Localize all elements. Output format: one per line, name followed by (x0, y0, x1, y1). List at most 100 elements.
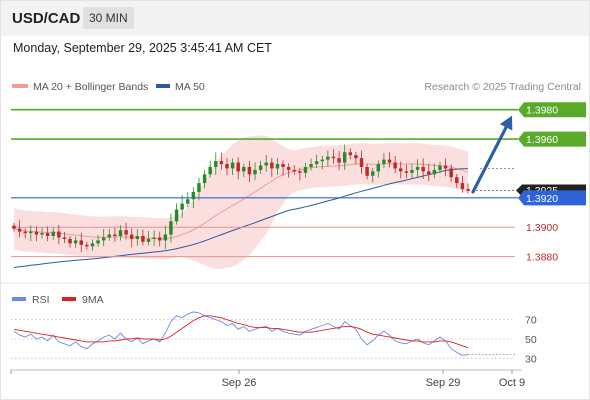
candle-body (286, 166, 291, 170)
candle (286, 163, 291, 178)
candle-body (51, 231, 55, 236)
candle (90, 239, 95, 251)
candle-body (163, 234, 168, 241)
candle (443, 158, 448, 177)
candle-body (275, 164, 280, 169)
candle (376, 160, 381, 178)
candle-body (348, 152, 353, 156)
candle (17, 220, 22, 238)
candle-body (113, 234, 117, 236)
candle (415, 159, 420, 178)
candle (118, 225, 123, 241)
candle (309, 158, 313, 171)
candle-body (449, 168, 453, 178)
candle-body (141, 236, 145, 242)
candle (197, 177, 201, 201)
candle (292, 165, 296, 175)
candle (393, 156, 397, 174)
candle-body (309, 164, 313, 167)
rsi-tick-70: 70 (525, 315, 537, 327)
level-tag-text: 1.3920 (526, 193, 558, 205)
candle (331, 149, 336, 164)
source-credit: Research © 2025 Trading Central (424, 81, 581, 93)
candle-body (73, 240, 78, 244)
candle (242, 163, 246, 178)
legend-swatch-ma50 (156, 84, 170, 88)
candle (23, 228, 27, 239)
candle-body (455, 177, 459, 184)
candle-body (152, 237, 156, 239)
candle-body (17, 228, 22, 232)
level-tag-1.3960: 1.3960 (518, 131, 586, 147)
candle (51, 227, 55, 240)
candle (62, 231, 67, 244)
legend-swatch-rsi (12, 297, 26, 301)
time-axis: Sep 26 Sep 29 Oct 9 (10, 370, 525, 389)
ma20-line (13, 163, 469, 240)
candle (303, 162, 308, 178)
candle-body (264, 162, 268, 166)
forecast-arrow-head (499, 115, 513, 131)
candle (314, 154, 319, 168)
candle (169, 213, 173, 243)
candle (96, 234, 100, 247)
rsi-9ma-line (13, 315, 469, 349)
candle (230, 158, 235, 176)
candle (460, 175, 465, 193)
time-tick-label: Sep 29 (426, 377, 461, 389)
candle (45, 226, 50, 242)
candle (202, 170, 207, 189)
candle-body (421, 166, 425, 172)
candle-body (118, 230, 123, 236)
price-levels (11, 108, 518, 258)
candle (247, 160, 252, 183)
rsi-tick-30: 30 (525, 353, 537, 365)
candle (214, 152, 218, 176)
candle-body (292, 169, 296, 172)
rsi-legend: RSI 9MA (12, 294, 104, 306)
bollinger-bands (14, 135, 468, 270)
candle (399, 161, 403, 179)
candle-body (314, 161, 319, 165)
candle (12, 222, 16, 232)
forecast-arrow-shaft (471, 120, 511, 194)
candle-body (331, 156, 336, 159)
candle-body (29, 231, 33, 234)
candle (432, 163, 437, 179)
legend-label-9ma: 9MA (82, 294, 104, 306)
candle-body (45, 233, 50, 236)
candle-body (399, 168, 403, 172)
legend-label-ma50: MA 50 (175, 81, 205, 93)
level-tag-1.3980: 1.3980 (518, 102, 586, 118)
candle (348, 148, 353, 160)
candle (326, 150, 330, 167)
candle (113, 227, 117, 242)
rsi-panel: 70 50 30 (11, 311, 537, 365)
candle (359, 150, 364, 174)
candle (141, 229, 145, 246)
candle (365, 163, 369, 180)
candle-body (427, 171, 431, 175)
candle (135, 229, 140, 246)
candle-body (270, 162, 274, 169)
candle-body (191, 191, 196, 200)
chart-header: USD/CAD 30 MIN (0, 0, 590, 36)
candle-body (107, 234, 112, 238)
price-legend: MA 20 + Bollinger Bands MA 50 Research ©… (12, 81, 581, 93)
candle-body (342, 152, 347, 163)
candle-body (34, 231, 39, 235)
candles (12, 144, 470, 253)
timeframe-button[interactable]: 30 MIN (83, 7, 134, 29)
candle (85, 241, 89, 250)
candle-body (410, 169, 414, 173)
candle (146, 230, 151, 246)
candle (191, 187, 196, 209)
candle-body (382, 159, 386, 165)
candle-body (303, 166, 308, 173)
candle (258, 160, 263, 174)
candle-body (438, 165, 442, 170)
candle-body (23, 231, 27, 234)
candle (101, 229, 106, 247)
